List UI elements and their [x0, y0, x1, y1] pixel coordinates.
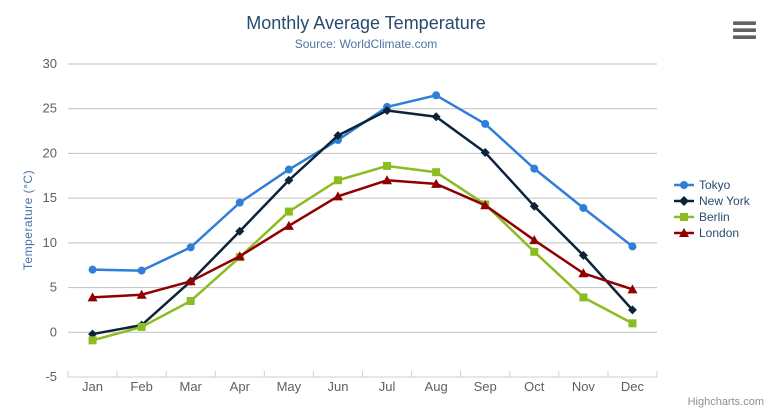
data-point-london[interactable] — [283, 220, 294, 230]
y-axis-title: Temperature (°C) — [21, 169, 35, 271]
series-line-berlin[interactable] — [91, 164, 634, 342]
data-point-london[interactable] — [87, 292, 98, 302]
data-point-new-york[interactable] — [529, 201, 539, 211]
hamburger-icon — [733, 28, 756, 32]
legend-item-new-york[interactable]: New York — [674, 193, 750, 209]
y-axis-tick-label: 15 — [43, 190, 57, 205]
data-point-berlin[interactable] — [530, 247, 539, 256]
data-point-london[interactable] — [136, 289, 147, 299]
data-point-london[interactable] — [529, 235, 540, 245]
data-point-london[interactable] — [234, 251, 245, 261]
legend-label: London — [699, 226, 740, 240]
x-axis-tick-label: Sep — [474, 379, 497, 394]
diamond-marker-icon — [674, 196, 694, 206]
x-axis-tick-label: Mar — [180, 379, 203, 394]
x-axis-tick-label: Dec — [621, 379, 645, 394]
data-point-london[interactable] — [431, 178, 442, 188]
legend-label: Tokyo — [699, 178, 731, 192]
legend-label: Berlin — [699, 210, 730, 224]
x-axis-tick-label: May — [277, 379, 302, 394]
y-axis-tick-label: 10 — [43, 235, 57, 250]
data-point-new-york[interactable] — [431, 112, 441, 122]
data-point-new-york[interactable] — [578, 250, 588, 260]
credits-link[interactable]: Highcharts.com — [687, 396, 764, 408]
data-point-new-york[interactable] — [88, 329, 98, 339]
data-point-london[interactable] — [185, 276, 196, 286]
data-point-tokyo[interactable] — [481, 119, 490, 128]
data-point-berlin[interactable] — [383, 161, 392, 170]
data-point-london[interactable] — [332, 191, 343, 201]
hamburger-icon — [733, 21, 756, 25]
y-axis-tick-label: 0 — [50, 324, 57, 339]
x-axis-tick-label: Jan — [82, 379, 103, 394]
page-title: Monthly Average Temperature — [246, 13, 486, 33]
series-line-new-york[interactable] — [91, 109, 634, 336]
legend: Tokyo New York Berlin London — [674, 177, 750, 241]
legend-label: New York — [699, 194, 750, 208]
circle-marker-icon — [674, 181, 694, 189]
hamburger-icon — [733, 35, 756, 39]
data-point-tokyo[interactable] — [579, 203, 588, 212]
legend-item-tokyo[interactable]: Tokyo — [674, 177, 750, 193]
data-point-berlin[interactable] — [88, 336, 97, 345]
data-point-tokyo[interactable] — [186, 243, 195, 252]
data-point-new-york[interactable] — [235, 226, 245, 236]
series-line-tokyo[interactable] — [91, 94, 634, 272]
export-menu-button[interactable] — [733, 21, 756, 39]
triangle-marker-icon — [674, 228, 694, 237]
data-point-tokyo[interactable] — [137, 266, 146, 275]
data-point-tokyo[interactable] — [628, 242, 637, 251]
data-point-new-york[interactable] — [284, 175, 294, 185]
x-axis-tick-label: Oct — [524, 379, 545, 394]
data-point-berlin[interactable] — [186, 296, 195, 305]
x-axis-tick-label: Nov — [572, 379, 596, 394]
data-point-tokyo[interactable] — [530, 164, 539, 173]
data-point-london[interactable] — [578, 268, 589, 278]
x-axis-tick-label: Jun — [327, 379, 348, 394]
x-axis-tick-label: Feb — [130, 379, 152, 394]
y-axis-tick-label: 30 — [43, 56, 57, 71]
x-axis-tick-label: Aug — [425, 379, 448, 394]
data-point-berlin[interactable] — [333, 176, 342, 185]
x-axis-tick-label: Apr — [230, 379, 251, 394]
data-point-tokyo[interactable] — [284, 165, 293, 174]
data-point-tokyo[interactable] — [235, 198, 244, 207]
series-line-london[interactable] — [91, 179, 634, 299]
y-axis-tick-label: 25 — [43, 101, 57, 116]
data-point-london[interactable] — [480, 200, 491, 210]
data-point-new-york[interactable] — [480, 148, 490, 158]
y-axis-tick-label: 20 — [43, 145, 57, 160]
data-point-london[interactable] — [382, 175, 393, 185]
chart-subtitle: Source: WorldClimate.com — [294, 37, 438, 51]
data-point-berlin[interactable] — [628, 319, 637, 328]
data-point-berlin[interactable] — [432, 168, 441, 177]
data-point-tokyo[interactable] — [432, 91, 441, 100]
y-axis-tick-label: -5 — [45, 369, 57, 384]
data-point-new-york[interactable] — [627, 305, 637, 315]
data-point-berlin[interactable] — [579, 293, 588, 302]
data-point-berlin[interactable] — [137, 322, 146, 331]
data-point-new-york[interactable] — [333, 131, 343, 141]
legend-item-berlin[interactable]: Berlin — [674, 209, 750, 225]
x-axis-tick-label: Jul — [379, 379, 396, 394]
data-point-tokyo[interactable] — [88, 265, 97, 274]
legend-item-london[interactable]: London — [674, 225, 750, 241]
y-axis-tick-label: 5 — [50, 280, 57, 295]
data-point-london[interactable] — [627, 284, 638, 294]
data-point-new-york[interactable] — [382, 106, 392, 116]
data-point-berlin[interactable] — [284, 207, 293, 216]
square-marker-icon — [674, 213, 694, 221]
